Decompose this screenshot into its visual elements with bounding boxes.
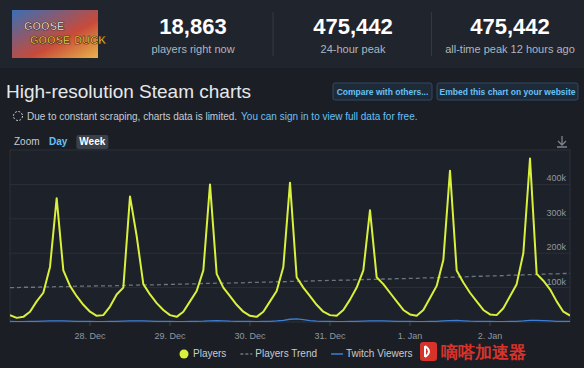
series-line bbox=[10, 158, 570, 317]
game-title: GOOSE bbox=[30, 34, 70, 46]
y-tick-label: 300k bbox=[546, 208, 566, 218]
background bbox=[0, 0, 584, 368]
watermark-logo-glyph bbox=[425, 346, 429, 357]
y-tick-label: 100k bbox=[546, 277, 566, 287]
legend-symbol bbox=[331, 353, 343, 355]
notice-link[interactable]: You can sign in to view full data for fr… bbox=[241, 111, 417, 122]
grid-line bbox=[10, 253, 570, 254]
series-line bbox=[10, 319, 570, 322]
button-label[interactable]: Compare with others... bbox=[337, 87, 429, 97]
stat-divider bbox=[431, 12, 432, 56]
grid-line bbox=[10, 287, 570, 288]
stat-value: 475,442 bbox=[470, 14, 550, 39]
heading: High-resolution Steam charts bbox=[6, 81, 251, 102]
game-title: GOOSE bbox=[24, 20, 64, 32]
legend-label: Players Trend bbox=[255, 348, 317, 359]
series-group bbox=[10, 158, 570, 321]
plot-frame bbox=[10, 150, 570, 322]
legend-label: Twitch Viewers bbox=[346, 348, 413, 359]
button[interactable] bbox=[437, 83, 578, 100]
x-tick-label: 2. Jan bbox=[478, 331, 503, 341]
grid-line bbox=[10, 218, 570, 219]
zoom-label: Zoom bbox=[14, 136, 40, 147]
legend-symbol bbox=[180, 350, 189, 359]
x-tick bbox=[170, 322, 171, 326]
x-tick bbox=[90, 322, 91, 326]
button-label[interactable]: Embed this chart on your website bbox=[439, 87, 575, 97]
stat-divider bbox=[273, 12, 274, 56]
x-tick bbox=[250, 322, 251, 326]
stat-value: 475,442 bbox=[313, 14, 393, 39]
stat-label: 24-hour peak bbox=[321, 43, 386, 55]
game-title: DUCK bbox=[74, 34, 106, 46]
button[interactable] bbox=[333, 83, 432, 100]
watermark-logo bbox=[420, 342, 437, 361]
download-glyph[interactable] bbox=[557, 136, 567, 147]
x-tick-label: 31. Dec bbox=[314, 331, 346, 341]
download-icon[interactable] bbox=[557, 136, 567, 147]
watermark-text: 嘀嗒加速器 bbox=[441, 343, 526, 362]
page: GOOSE GOOSE DUCK 18,863 players right now 475… bbox=[0, 0, 584, 368]
x-tick-label: 28. Dec bbox=[74, 331, 106, 341]
notice-icon bbox=[14, 112, 23, 121]
y-tick-label: 200k bbox=[546, 242, 566, 252]
legend-symbol bbox=[240, 353, 252, 355]
zoom-option[interactable]: Week bbox=[79, 136, 105, 147]
stats-bar bbox=[0, 0, 584, 68]
legend-label: Players bbox=[193, 348, 226, 359]
zoom-active-bg bbox=[76, 135, 108, 149]
y-tick-label: 400k bbox=[546, 173, 566, 183]
stat-label: all-time peak 12 hours ago bbox=[445, 43, 575, 55]
x-tick bbox=[490, 322, 491, 326]
notice-text: Due to constant scraping, charts data is… bbox=[27, 111, 237, 122]
x-tick-label: 29. Dec bbox=[154, 331, 186, 341]
x-tick bbox=[410, 322, 411, 326]
series-line bbox=[10, 274, 570, 288]
x-tick-label: 1. Jan bbox=[398, 331, 423, 341]
stat-label: players right now bbox=[151, 43, 234, 55]
x-tick-label: 30. Dec bbox=[234, 331, 266, 341]
x-tick bbox=[330, 322, 331, 326]
zoom-option[interactable]: Day bbox=[49, 136, 68, 147]
stat-value: 18,863 bbox=[159, 14, 226, 39]
